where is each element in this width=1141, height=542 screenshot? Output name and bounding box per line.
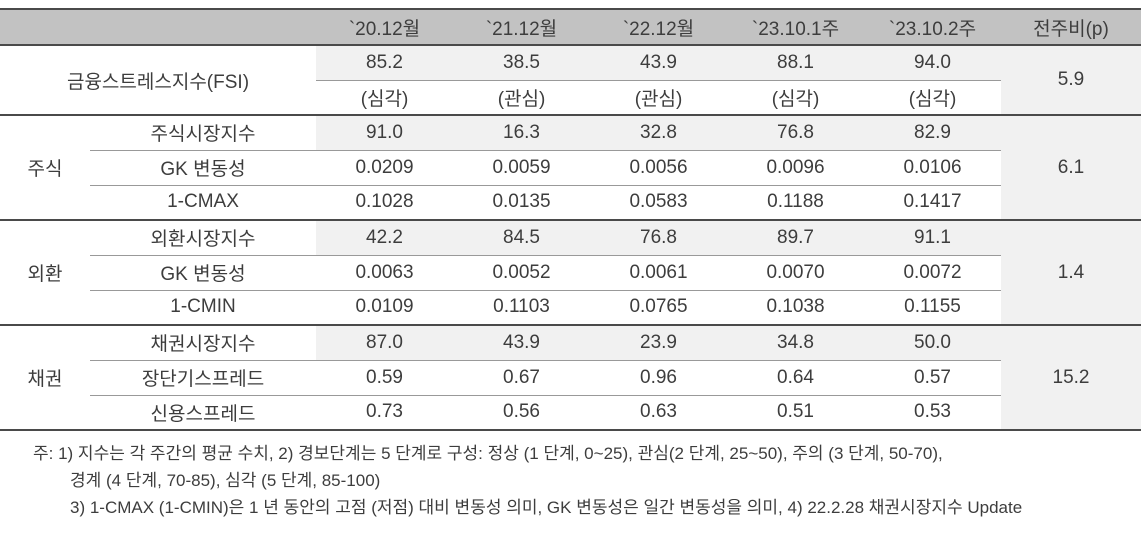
cell-value: 0.0106 [864,149,1001,185]
cell-value: 0.64 [727,359,864,395]
cell-value: 0.1028 [316,184,453,220]
footnote-line: 경계 (4 단계, 70-85), 심각 (5 단계, 85-100) [70,471,381,490]
cell-value: 0.0135 [453,184,590,220]
category-label-fx: 외환 [0,219,90,325]
row-label: 장단기스프레드 [90,359,316,395]
cell-value: 0.57 [864,359,1001,395]
cell-value: 0.0061 [590,254,727,290]
row-label: 주식시장지수 [90,114,316,150]
cell-value: 0.0056 [590,149,727,185]
row-label: 1-CMAX [90,184,316,220]
bond-term-spread-row: 장단기스프레드 0.59 0.67 0.96 0.64 0.57 [0,359,1141,395]
fsi-grades-row: (심각) (관심) (관심) (심각) (심각) [0,80,1141,115]
cell-value: 0.63 [590,394,727,430]
cell-value: 0.53 [864,394,1001,430]
cell-value: 0.0072 [864,254,1001,290]
cell-value: 0.0109 [316,289,453,325]
cell-value: 38.5 [453,45,590,81]
cell-value: 0.67 [453,359,590,395]
column-header-2310w2: `23.10.2주 [864,9,1001,46]
grade-value: (심각) [771,88,820,110]
cell-value: 42.2 [316,219,453,255]
row-label: 외환시장지수 [90,219,316,255]
bond-credit-spread-row: 신용스프레드 0.73 0.56 0.63 0.51 0.53 [0,394,1141,430]
cell-value: 87.0 [316,324,453,360]
bond-index-row: 채권 채권시장지수 87.0 43.9 23.9 34.8 50.0 15.2 [0,324,1141,430]
stock-gk-row: GK 변동성 0.0209 0.0059 0.0056 0.0096 0.010… [0,149,1141,185]
row-label: 채권시장지수 [90,324,316,360]
cell-value: 91.0 [316,114,453,150]
fx-gk-row: GK 변동성 0.0063 0.0052 0.0061 0.0070 0.007… [0,254,1141,290]
cell-value: 32.8 [590,114,727,150]
wow-value: 5.9 [1001,45,1141,115]
cell-value: 50.0 [864,324,1001,360]
row-label: GK 변동성 [90,254,316,290]
wow-value: 6.1 [1001,114,1141,220]
column-header-2212: `22.12월 [590,9,727,46]
row-label: 신용스프레드 [90,394,316,430]
grade-value: (심각) [360,88,409,110]
footnote-line: 주: 1) 지수는 각 주간의 평균 수치, 2) 경보단계는 5 단계로 구성… [33,444,943,463]
fsi-table: `20.12월 `21.12월 `22.12월 `23.10.1주 `23.10… [0,8,1141,431]
row-label: GK 변동성 [90,149,316,185]
column-header-2112: `21.12월 [453,9,590,46]
column-header-2012: `20.12월 [316,9,453,46]
grade-value: (관심) [497,88,546,110]
column-header-2310w1: `23.10.1주 [727,9,864,46]
cell-value: 34.8 [727,324,864,360]
cell-value: 0.0059 [453,149,590,185]
wow-value: 1.4 [1001,219,1141,325]
fx-cmin-row: 1-CMIN 0.0109 0.1103 0.0765 0.1038 0.115… [0,289,1141,325]
cell-value: 84.5 [453,219,590,255]
wow-value: 15.2 [1001,324,1141,430]
cell-value: 0.0209 [316,149,453,185]
header-row: `20.12월 `21.12월 `22.12월 `23.10.1주 `23.10… [0,9,1141,46]
category-label-bond: 채권 [0,324,90,430]
cell-value: 0.0070 [727,254,864,290]
grade-value: (관심) [634,88,683,110]
stock-index-row: 주식 주식시장지수 91.0 16.3 32.8 76.8 82.9 6.1 [0,114,1141,220]
cell-value: 43.9 [590,45,727,81]
cell-value: 0.56 [453,394,590,430]
cell-value: 16.3 [453,114,590,150]
cell-value: 0.0583 [590,184,727,220]
cell-value: 0.0765 [590,289,727,325]
footnote-line: 3) 1-CMAX (1-CMIN)은 1 년 동안의 고점 (저점) 대비 변… [70,498,1023,517]
cell-value: 0.1038 [727,289,864,325]
cell-value: 0.1155 [864,289,1001,325]
cell-value: 0.0052 [453,254,590,290]
cell-value: 85.2 [316,45,453,81]
cell-value: 76.8 [727,114,864,150]
category-label-stock: 주식 [0,114,90,220]
cell-value: 0.73 [316,394,453,430]
cell-value: 0.1417 [864,184,1001,220]
cell-value: 0.1188 [727,184,864,220]
cell-value: 94.0 [864,45,1001,81]
grade-value: (심각) [908,88,957,110]
row-label: 1-CMIN [90,289,316,325]
cell-value: 88.1 [727,45,864,81]
cell-value: 0.0063 [316,254,453,290]
stock-cmax-row: 1-CMAX 0.1028 0.0135 0.0583 0.1188 0.141… [0,184,1141,220]
cell-value: 89.7 [727,219,864,255]
cell-value: 0.51 [727,394,864,430]
cell-value: 0.0096 [727,149,864,185]
cell-value: 23.9 [590,324,727,360]
cell-value: 0.59 [316,359,453,395]
cell-value: 0.96 [590,359,727,395]
fsi-values-row: 금융스트레스지수(FSI) 85.2 38.5 43.9 88.1 94.0 5… [0,45,1141,115]
header-empty-cell [0,9,316,46]
fx-index-row: 외환 외환시장지수 42.2 84.5 76.8 89.7 91.1 1.4 [0,219,1141,325]
cell-value: 91.1 [864,219,1001,255]
cell-value: 0.1103 [453,289,590,325]
fsi-row-label: 금융스트레스지수(FSI) [66,71,250,93]
column-header-wow: 전주비(p) [1001,9,1141,46]
cell-value: 76.8 [590,219,727,255]
cell-value: 43.9 [453,324,590,360]
fsi-report: `20.12월 `21.12월 `22.12월 `23.10.1주 `23.10… [0,8,1141,521]
footnotes: 주: 1) 지수는 각 주간의 평균 수치, 2) 경보단계는 5 단계로 구성… [0,440,1141,521]
cell-value: 82.9 [864,114,1001,150]
